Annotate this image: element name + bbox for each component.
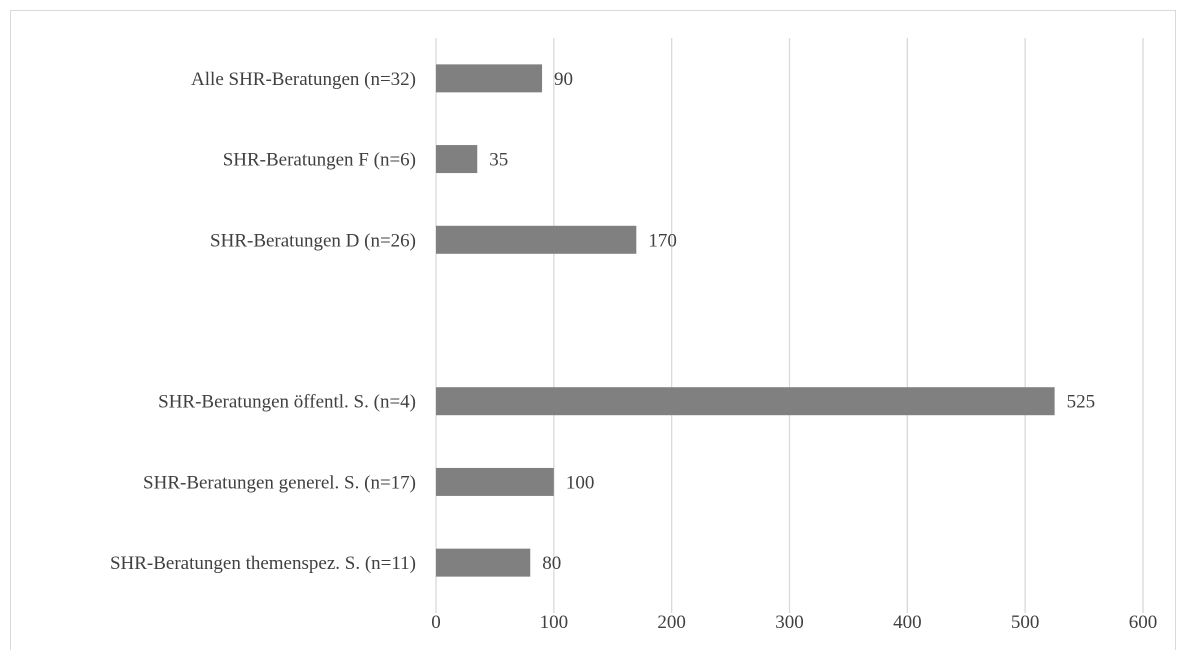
data-label: 80 <box>542 553 561 574</box>
data-label: 525 <box>1067 392 1096 413</box>
x-tick-label: 500 <box>1011 612 1040 633</box>
grid-lines <box>435 38 1144 613</box>
data-labels: 90 35 170 525 100 80 <box>489 69 1095 574</box>
data-label: 35 <box>489 150 508 171</box>
bar <box>436 225 637 254</box>
data-label: 100 <box>566 472 595 493</box>
category-label: SHR-Beratungen F (n=6) <box>223 150 416 171</box>
category-label: SHR-Beratungen öffentl. S. (n=4) <box>158 392 416 413</box>
x-tick-label: 100 <box>540 612 569 633</box>
bar <box>436 387 1055 416</box>
bar <box>436 548 531 577</box>
x-tick-label: 300 <box>775 612 804 633</box>
x-tick-label: 0 <box>431 612 441 633</box>
bar <box>436 145 478 174</box>
category-label: SHR-Beratungen D (n=26) <box>210 230 416 251</box>
x-tick-label: 200 <box>657 612 686 633</box>
x-tick-label: 600 <box>1129 612 1158 633</box>
bar <box>436 467 554 496</box>
category-labels: Alle SHR-Beratungen (n=32) SHR-Beratungen… <box>110 69 416 574</box>
x-tick-label: 400 <box>893 612 922 633</box>
data-label: 170 <box>648 230 677 251</box>
category-label: SHR-Beratungen themenspez. S. (n=11) <box>110 553 416 574</box>
x-axis-tick-labels: 0 100 200 300 400 500 600 <box>431 612 1157 633</box>
chart-frame <box>10 10 1176 650</box>
bars <box>436 64 1055 577</box>
data-label: 90 <box>554 69 573 90</box>
bar <box>436 64 543 93</box>
category-label: Alle SHR-Beratungen (n=32) <box>191 69 416 90</box>
category-label: SHR-Beratungen generel. S. (n=17) <box>143 472 416 493</box>
